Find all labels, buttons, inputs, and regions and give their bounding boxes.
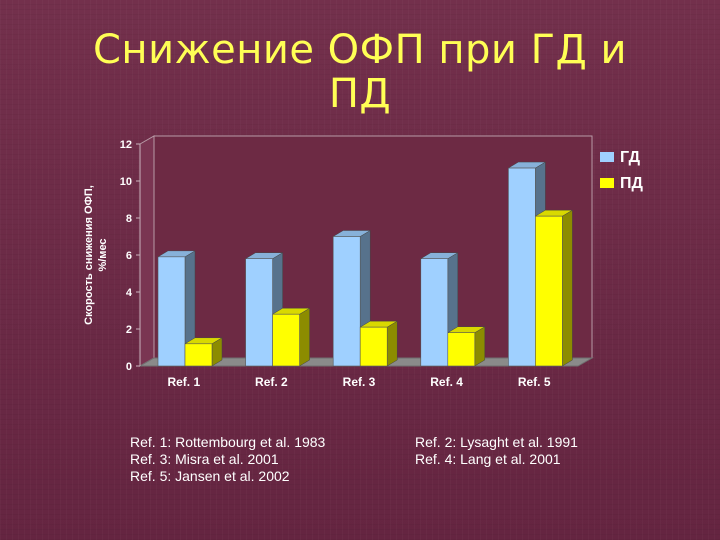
reference-item: Ref. 2: Lysaght et al. 1991 [415,434,578,450]
references-right: Ref. 2: Lysaght et al. 1991 Ref. 4: Lang… [415,434,578,468]
x-tick-label: Ref. 5 [518,375,551,389]
bar-ГД [245,258,273,367]
title-line-2: ПД [328,71,392,117]
y-tick-label: 8 [126,213,132,225]
bar-ПД [184,343,213,367]
legend-swatch [600,152,614,162]
bar-ПД-side [386,320,398,367]
y-tick-label: 6 [126,250,132,262]
legend-label: ГД [620,149,641,166]
x-tick-label: Ref. 4 [430,375,463,389]
bar-ПД [359,326,388,367]
bar-ПД [535,215,563,367]
bar-ПД-side [474,326,486,367]
bar-ГД [157,256,186,367]
reference-item: Ref. 4: Lang et al. 2001 [415,451,561,467]
bar-ПД-side [562,209,573,367]
bar-ПД [447,332,476,367]
y-axis-label-unit: %/мес [97,238,109,271]
slide-title: Снижение ОФП при ГД и ПД [60,28,660,116]
y-tick-label: 4 [126,287,133,299]
bar-ПД-side [299,307,310,367]
y-tick-label: 10 [120,176,132,188]
legend-label: ПД [620,175,644,192]
chart-side-wall [139,135,155,367]
reference-item: Ref. 1: Rottembourg et al. 1983 [130,434,326,450]
reference-item: Ref. 5: Jansen et al. 2002 [130,468,290,484]
bar-ГД [508,167,536,367]
bar-ГД [332,236,361,367]
x-tick-label: Ref. 2 [255,375,288,389]
bar-ПД [272,313,300,367]
reference-item: Ref. 3: Misra et al. 2001 [130,451,279,467]
x-tick-label: Ref. 1 [167,375,200,389]
y-tick-label: 0 [126,361,132,373]
x-tick-label: Ref. 3 [343,375,376,389]
y-tick-label: 2 [126,324,132,336]
bar-ГД [420,258,449,367]
legend-swatch [600,178,614,188]
title-line-1: Снижение ОФП при ГД и [92,27,627,73]
references-left: Ref. 1: Rottembourg et al. 1983 Ref. 3: … [130,434,325,485]
y-axis-label: Скорость снижения ОФП, [83,185,95,325]
y-tick-label: 12 [120,139,132,151]
